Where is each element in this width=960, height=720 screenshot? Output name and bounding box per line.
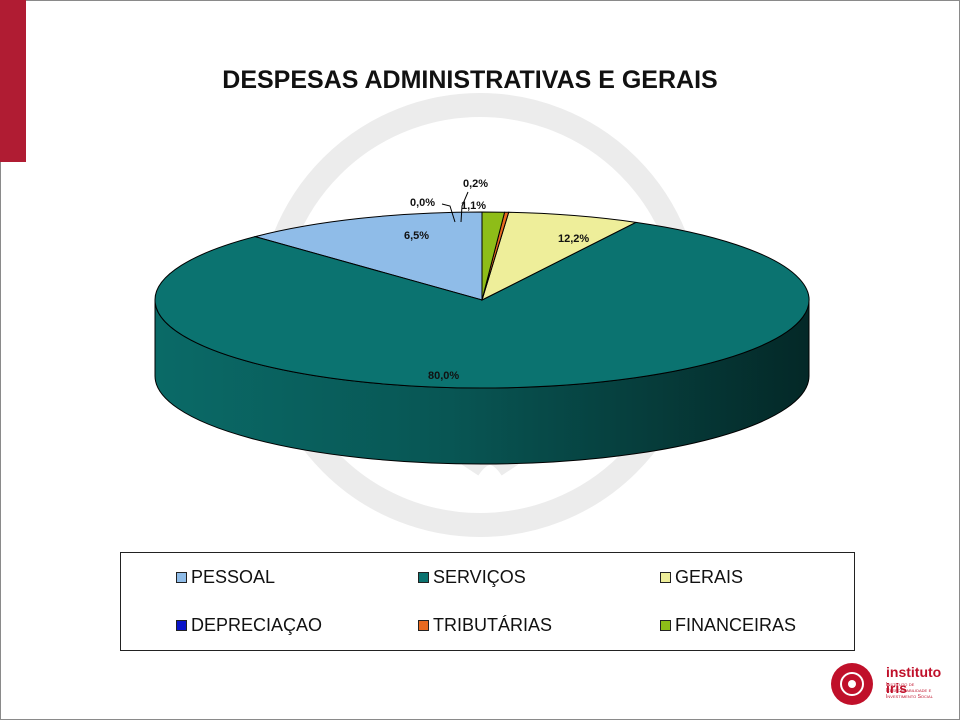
legend-swatch	[660, 620, 671, 631]
accent-bar	[0, 0, 26, 162]
legend-item-financeiras: FINANCEIRAS	[660, 615, 796, 636]
legend-item-pessoal: PESSOAL	[176, 567, 275, 588]
data-label-leader-depreciaçao	[441, 203, 456, 223]
legend-label: DEPRECIAÇAO	[191, 615, 323, 635]
brand-emblem-icon	[831, 663, 873, 705]
legend-item-depreciaçao: DEPRECIAÇAO	[176, 615, 322, 636]
legend-swatch	[176, 620, 187, 631]
pie-slice-financeiras	[481, 211, 506, 301]
pie-slice-serviços	[154, 221, 810, 389]
legend-label: TRIBUTÁRIAS	[433, 615, 553, 635]
legend-label: SERVIÇOS	[433, 567, 526, 587]
legend-label: FINANCEIRAS	[675, 615, 797, 635]
data-label-pessoal: 12,2%	[558, 233, 589, 245]
data-label-tributárias: 0,2%	[463, 178, 488, 190]
legend-swatch	[660, 572, 671, 583]
data-label-serviços: 80,0%	[428, 370, 459, 382]
legend-item-serviços: SERVIÇOS	[418, 567, 526, 588]
legend-label: GERAIS	[675, 567, 744, 587]
data-label-financeiras: 1,1%	[461, 200, 486, 212]
data-label-gerais: 6,5%	[404, 230, 429, 242]
brand-subtitle: Instituto de Responsabilidade e Investim…	[886, 682, 933, 700]
data-label-depreciaçao: 0,0%	[410, 197, 435, 209]
legend-swatch	[418, 620, 429, 631]
brand-name: instituto iris	[886, 664, 942, 696]
pie-slice-gerais	[481, 211, 638, 301]
legend: PESSOAL SERVIÇOS GERAIS DEPRECIAÇAO TRIBUTÁR…	[120, 552, 855, 651]
legend-swatch	[418, 572, 429, 583]
brand-logo: instituto iris Instituto de Responsabili…	[830, 660, 950, 708]
data-label-leader-tributárias	[460, 191, 469, 223]
chart-title: DESPESAS ADMINISTRATIVAS E GERAIS	[222, 66, 718, 94]
legend-label: PESSOAL	[191, 567, 276, 587]
legend-item-tributárias: TRIBUTÁRIAS	[418, 615, 552, 636]
legend-swatch	[176, 572, 187, 583]
legend-item-gerais: GERAIS	[660, 567, 743, 588]
pie-slice-pessoal	[253, 211, 483, 301]
